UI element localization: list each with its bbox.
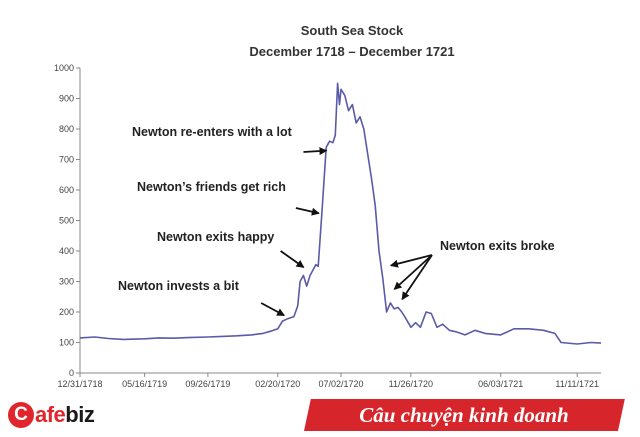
annotation-arrow xyxy=(401,254,433,301)
x-tick-label: 09/26/1719 xyxy=(185,379,230,389)
brand-c-mark: C xyxy=(8,402,34,428)
y-tick-label: 400 xyxy=(59,246,74,256)
annotation-label: Newton re-enters with a lot xyxy=(132,125,293,139)
annotation-arrow xyxy=(280,250,305,268)
annotation-label: Newton exits happy xyxy=(157,230,274,244)
y-tick-label: 100 xyxy=(59,338,74,348)
series-layer xyxy=(79,82,602,345)
y-tick-label: 300 xyxy=(59,277,74,287)
x-tick-label: 12/31/1718 xyxy=(57,379,102,389)
tick-labels: 0 100 200 300 400 500 600 700 800 900 1000 12/31/17… xyxy=(54,63,599,389)
y-tick-label: 600 xyxy=(59,185,74,195)
series-line xyxy=(79,82,602,345)
annotation-label: Newton exits broke xyxy=(440,239,555,253)
x-tick-label: 07/02/1720 xyxy=(318,379,363,389)
cafebiz-logo: C afebiz xyxy=(8,400,95,430)
annotation-arrow xyxy=(303,147,328,156)
footer: C afebiz Câu chuyện kinh doanh xyxy=(0,394,640,437)
y-tick-label: 700 xyxy=(59,155,74,165)
annotation-label: Newton invests a bit xyxy=(118,279,240,293)
banner-text: Câu chuyện kinh doanh xyxy=(359,403,569,427)
x-tick-label: 05/16/1719 xyxy=(122,379,167,389)
y-tick-label: 200 xyxy=(59,307,74,317)
x-tick-label: 11/11/1721 xyxy=(555,379,599,389)
brand-wordmark: afebiz xyxy=(35,402,95,428)
x-tick-label: 06/03/1721 xyxy=(478,379,523,389)
x-tick-label: 02/20/1720 xyxy=(255,379,300,389)
chart-subtitle: December 1718 – December 1721 xyxy=(249,44,454,59)
axes xyxy=(76,67,601,377)
annotation-arrow xyxy=(260,302,286,317)
y-tick-label: 800 xyxy=(59,124,74,134)
y-tick-label: 1000 xyxy=(54,63,74,73)
annotation-label: Newton’s friends get rich xyxy=(137,180,286,194)
x-tick-label: 11/26/1720 xyxy=(389,379,433,389)
chart-title: South Sea Stock xyxy=(301,23,404,38)
chart: South Sea Stock December 1718 – December… xyxy=(54,23,602,389)
y-tick-label: 900 xyxy=(59,94,74,104)
brand-afe: afe xyxy=(35,402,66,427)
y-tick-label: 500 xyxy=(59,216,74,226)
brand-biz: biz xyxy=(65,402,95,427)
annotation-arrow xyxy=(295,207,320,216)
annotation-arrow xyxy=(389,254,433,268)
annotations: Newton re-enters with a lot Newton’s frie… xyxy=(118,125,555,317)
y-tick-label: 0 xyxy=(69,368,74,378)
annotation-arrow xyxy=(393,254,433,290)
